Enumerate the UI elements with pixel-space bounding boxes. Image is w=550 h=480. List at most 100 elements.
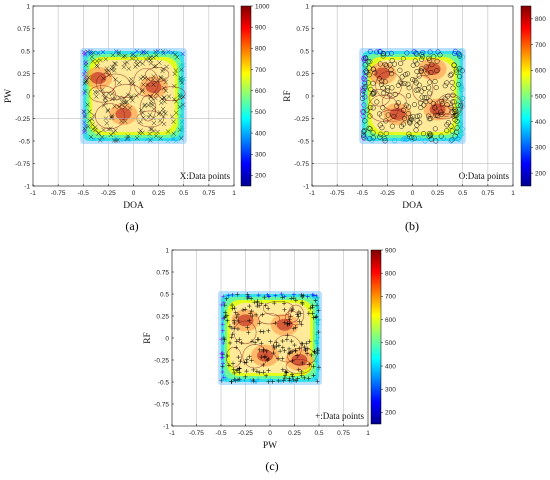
- edge-point: [457, 111, 463, 116]
- data-point: [303, 348, 308, 353]
- colorbar-tick-label: 200: [535, 170, 546, 177]
- data-point: [108, 132, 114, 138]
- data-point: [117, 80, 122, 85]
- edge-point: [360, 85, 366, 91]
- data-point: [92, 89, 98, 95]
- y-tick-label: 0.75: [156, 269, 169, 276]
- data-point: [444, 128, 450, 134]
- data-point: [409, 134, 415, 140]
- data-point: [91, 50, 96, 55]
- data-point: [397, 67, 403, 73]
- data-point: [307, 339, 312, 344]
- data-point: [289, 296, 294, 301]
- edge-point: [221, 316, 226, 321]
- data-point: [296, 367, 301, 372]
- edge-point: [362, 94, 368, 100]
- edge-point: [223, 377, 228, 382]
- y-tick-label: -1: [163, 423, 169, 430]
- y-tick-label: 0.75: [296, 26, 309, 33]
- data-point: [121, 96, 127, 101]
- colorbar-tick-label: 400: [255, 130, 266, 137]
- data-point: [280, 338, 285, 344]
- data-point: [227, 340, 233, 346]
- edge-point: [367, 48, 373, 54]
- data-point: [245, 325, 250, 330]
- data-point: [249, 339, 255, 344]
- data-point: [162, 99, 167, 104]
- data-point: [248, 311, 253, 316]
- data-point: [419, 94, 425, 100]
- y-tick-label: 0: [165, 335, 169, 342]
- data-point: [172, 96, 177, 102]
- data-point: [254, 312, 259, 318]
- data-point: [315, 346, 320, 352]
- data-point: [259, 354, 264, 360]
- edge-point: [362, 74, 368, 80]
- data-point: [378, 81, 384, 88]
- data-point: [169, 114, 175, 119]
- data-point: [380, 105, 386, 111]
- panel-c: -1-1 -0.75 -0.75 -0.5 -0.5 -0.25 -0.25 0 0 0.25 0.…: [143, 247, 396, 473]
- edge-point: [81, 71, 87, 77]
- data-point: [120, 99, 125, 105]
- data-point: [133, 58, 139, 64]
- edge-point: [114, 49, 119, 54]
- edge-point: [88, 51, 93, 56]
- edge-point: [377, 48, 383, 54]
- data-point: [150, 77, 156, 82]
- data-point: [152, 64, 157, 69]
- data-point: [105, 107, 111, 113]
- data-point: [284, 337, 290, 342]
- edge-point: [91, 136, 96, 142]
- data-point: [103, 100, 108, 105]
- data-point: [272, 300, 277, 306]
- data-point: [299, 300, 305, 305]
- data-point: [299, 369, 304, 375]
- edge-point: [360, 75, 366, 81]
- data-point: [414, 61, 420, 67]
- data-point: [131, 81, 136, 86]
- edge-point: [181, 62, 186, 68]
- data-point: [113, 128, 118, 133]
- edge-point: [458, 84, 464, 90]
- data-point: [140, 110, 145, 116]
- data-point: [142, 103, 147, 109]
- data-point: [148, 126, 153, 132]
- edge-point: [180, 51, 185, 57]
- colorbar-tick-label: 600: [535, 68, 546, 75]
- data-point: [367, 126, 373, 132]
- data-point: [361, 129, 367, 135]
- data-point: [307, 362, 312, 367]
- edge-point: [459, 126, 465, 132]
- data-point: [232, 320, 237, 326]
- x-tick-label: 0.75: [482, 190, 495, 197]
- data-point: [234, 368, 239, 373]
- data-point: [126, 66, 132, 71]
- data-point: [257, 303, 262, 308]
- data-point: [377, 61, 383, 67]
- y-tick-label: 0: [26, 93, 30, 100]
- data-point: [147, 112, 153, 117]
- x-tick-label: -0.25: [238, 430, 253, 437]
- edge-point: [362, 77, 368, 82]
- data-point: [285, 322, 290, 327]
- data-point: [155, 78, 160, 84]
- data-point: [447, 72, 453, 78]
- edge-point: [220, 369, 225, 374]
- data-point: [253, 340, 258, 345]
- edge-point: [226, 293, 231, 298]
- edge-point: [233, 377, 238, 382]
- data-point: [300, 301, 305, 307]
- y-tick-label: 1: [26, 3, 30, 10]
- data-point: [287, 376, 292, 381]
- edge-point: [362, 80, 368, 86]
- data-point: [121, 54, 126, 59]
- data-point: [299, 292, 304, 298]
- data-point: [382, 61, 388, 67]
- data-point: [383, 63, 389, 69]
- data-point: [450, 85, 456, 91]
- data-point: [151, 120, 157, 126]
- x-tick-label: 0.5: [314, 430, 323, 437]
- data-point: [166, 94, 172, 99]
- data-point: [137, 59, 143, 65]
